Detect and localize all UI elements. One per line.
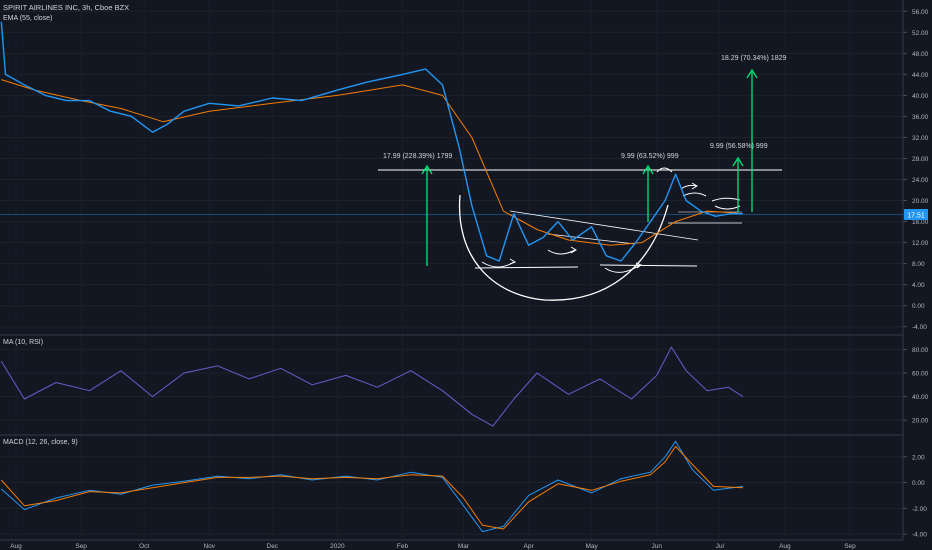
x-tick-label: Aug xyxy=(10,543,22,550)
x-tick-label: Feb xyxy=(397,543,409,550)
y-tick-label: 40.00 xyxy=(912,394,929,401)
y-tick-label: 2.00 xyxy=(912,454,925,461)
current-price-tag xyxy=(904,209,928,220)
series-signal xyxy=(0,445,743,530)
cup-curve[interactable] xyxy=(458,194,669,301)
rsi-axis[interactable]: 80.00 60.00 40.00 20.00 xyxy=(903,347,929,425)
arrow-head-3 xyxy=(635,262,643,269)
arrow-head-2 xyxy=(570,246,577,254)
target-arrow-big-head xyxy=(421,164,433,175)
curved-arrow-4[interactable] xyxy=(656,167,673,173)
arrow-head-5 xyxy=(691,182,698,190)
y-tick-label: 28.00 xyxy=(912,156,929,163)
series-ema-55-close- xyxy=(1,79,739,246)
curved-arrow-5[interactable] xyxy=(680,184,697,190)
curved-arrow-6[interactable] xyxy=(682,192,707,197)
y-tick-label: 52.00 xyxy=(912,30,929,37)
y-tick-label: 40.00 xyxy=(912,93,929,100)
series-price xyxy=(0,21,743,262)
y-tick-label: 16.00 xyxy=(912,219,929,226)
y-tick-label: 8.00 xyxy=(912,261,925,268)
y-tick-label: 20.00 xyxy=(912,198,929,205)
y-tick-label: -4.00 xyxy=(912,532,927,539)
target-arrow-top-head xyxy=(746,68,758,79)
x-tick-label: Apr xyxy=(524,543,535,550)
y-tick-label: -4.00 xyxy=(912,324,927,331)
y-tick-label: 36.00 xyxy=(912,114,929,121)
x-tick-label: Nov xyxy=(203,543,215,550)
x-tick-label: Sep xyxy=(75,543,87,550)
macd-pane-series[interactable] xyxy=(0,440,743,533)
series-macd xyxy=(0,440,743,533)
y-tick-label: 80.00 xyxy=(912,347,929,354)
y-tick-label: 56.00 xyxy=(912,9,929,16)
y-tick-label: 0.00 xyxy=(912,480,925,487)
macd-axis[interactable]: 2.00 0.00 -2.00 -4.00 xyxy=(903,454,927,539)
time-axis[interactable]: Aug Sep Oct Nov Dec 2020 Feb Mar Apr May Jun Jul Aug… xyxy=(10,543,856,550)
ema-legend[interactable]: EMA (55, close) xyxy=(3,15,53,22)
annotation-target-top[interactable]: 18.29 (70.34%) 1829 xyxy=(721,55,787,62)
target-arrow-right-head xyxy=(732,156,744,167)
x-tick-label: Sep xyxy=(844,543,856,550)
y-tick-label: 24.00 xyxy=(912,177,929,184)
y-tick-label: 44.00 xyxy=(912,72,929,79)
x-tick-label: Dec xyxy=(267,543,279,550)
price-pane-series[interactable] xyxy=(0,21,743,262)
support-line-right[interactable] xyxy=(599,264,698,267)
trendline-lower[interactable] xyxy=(547,233,636,245)
series-ma-10-rsi- xyxy=(0,346,744,427)
macd-legend[interactable]: MACD (12, 26, close, 9) xyxy=(3,439,78,446)
x-tick-label: Jul xyxy=(716,543,725,550)
x-tick-label: Jun xyxy=(651,543,662,550)
current-price-text: 17.51 xyxy=(907,213,925,220)
annotation-target-big[interactable]: 17.99 (228.39%) 1799 xyxy=(383,153,453,160)
x-tick-label: Oct xyxy=(139,543,149,550)
x-tick-label: May xyxy=(585,543,598,550)
rsi-pane-series[interactable] xyxy=(0,346,744,427)
y-tick-label: 20.00 xyxy=(912,418,929,425)
support-line-left[interactable] xyxy=(474,266,579,269)
target-arrow-mid-head xyxy=(642,164,654,175)
x-tick-label: Mar xyxy=(458,543,470,550)
x-tick-label: 2020 xyxy=(330,543,345,550)
symbol-title[interactable]: SPIRIT AIRLINES INC, 3h, Cboe BZX xyxy=(3,3,130,12)
price-axis[interactable]: 56.00 52.00 48.00 44.00 40.00 36.00 32.00 28.00… xyxy=(903,9,929,331)
annotation-target-mid[interactable]: 9.99 (63.52%) 999 xyxy=(621,153,679,160)
grid xyxy=(0,10,903,535)
y-tick-label: 48.00 xyxy=(912,51,929,58)
y-tick-label: 4.00 xyxy=(912,282,925,289)
arrow-head-1 xyxy=(509,258,517,265)
annotation-target-right[interactable]: 9.99 (56.58%) 999 xyxy=(710,143,768,150)
rsi-legend[interactable]: MA (10, RSI) xyxy=(3,339,44,346)
y-tick-label: -2.00 xyxy=(912,506,927,513)
y-tick-label: 12.00 xyxy=(912,240,929,247)
x-tick-label: Aug xyxy=(779,543,791,550)
curved-arrow-2[interactable] xyxy=(547,249,576,255)
y-tick-label: 60.00 xyxy=(912,371,929,378)
curved-arrow-3[interactable] xyxy=(604,264,641,273)
drawings[interactable] xyxy=(0,68,903,301)
trendline-upper[interactable] xyxy=(509,210,699,241)
y-tick-label: 0.00 xyxy=(912,303,925,310)
y-tick-label: 32.00 xyxy=(912,135,929,142)
